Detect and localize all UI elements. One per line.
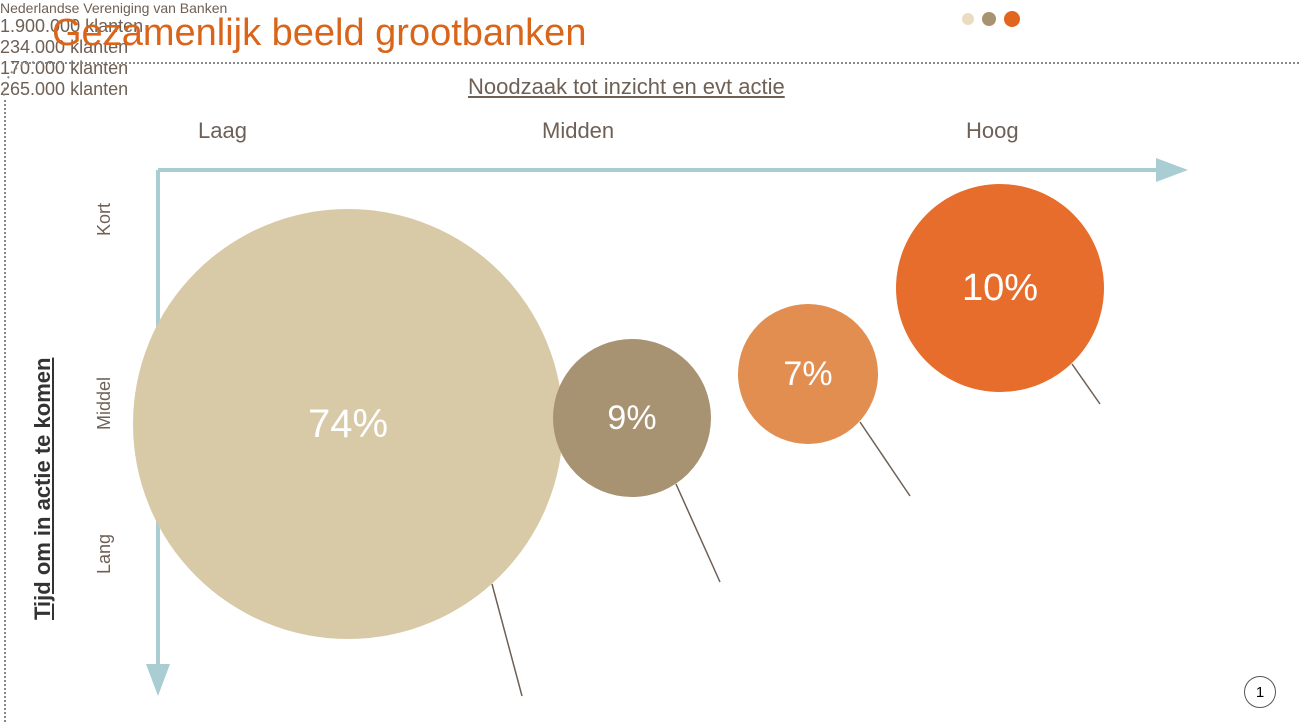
x-cat-laag: Laag (198, 118, 247, 144)
x-axis-title: Noodzaak tot inzicht en evt actie (468, 74, 785, 100)
bubble-laag: 74% (133, 209, 563, 639)
bubble-laag-pct: 74% (308, 402, 388, 447)
logo-dot-1 (962, 13, 974, 25)
y-cat-middel: Middel (94, 377, 115, 430)
bubble-midden-a-pct: 9% (607, 399, 656, 438)
callout-line-3 (1072, 364, 1100, 404)
callout-line-2 (860, 422, 910, 496)
logo-dots (962, 11, 1020, 27)
bubble-midden-b-pct: 7% (783, 355, 832, 394)
logo-dot-3 (1004, 11, 1020, 27)
y-cat-kort: Kort (94, 203, 115, 236)
dotted-border-top (12, 62, 1299, 64)
dotted-border-left (4, 100, 6, 722)
x-cat-midden: Midden (542, 118, 614, 144)
slide-title: Gezamenlijk beeld grootbanken (52, 12, 586, 55)
callout-line-0 (492, 584, 522, 696)
bubble-midden-a: 9% (553, 339, 711, 497)
bubble-midden-b: 7% (738, 304, 878, 444)
y-axis-title: Tijd om in actie te komen (30, 358, 56, 620)
y-cat-lang: Lang (94, 534, 115, 574)
bubble-hoog: 10% (896, 184, 1104, 392)
page-number: 1 (1244, 676, 1276, 708)
bubble-hoog-pct: 10% (962, 267, 1038, 310)
callout-line-1 (676, 484, 720, 582)
logo-dot-2 (982, 12, 996, 26)
dotted-border-corner (0, 58, 50, 108)
x-cat-hoog: Hoog (966, 118, 1019, 144)
